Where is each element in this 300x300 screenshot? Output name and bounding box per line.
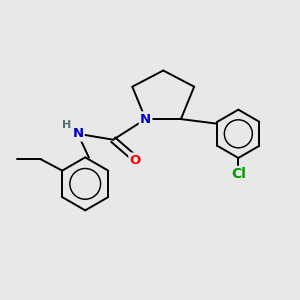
Text: H: H xyxy=(62,120,71,130)
Text: N: N xyxy=(72,127,83,140)
Text: N: N xyxy=(140,112,151,126)
Text: Cl: Cl xyxy=(231,167,246,181)
Text: O: O xyxy=(130,154,141,167)
